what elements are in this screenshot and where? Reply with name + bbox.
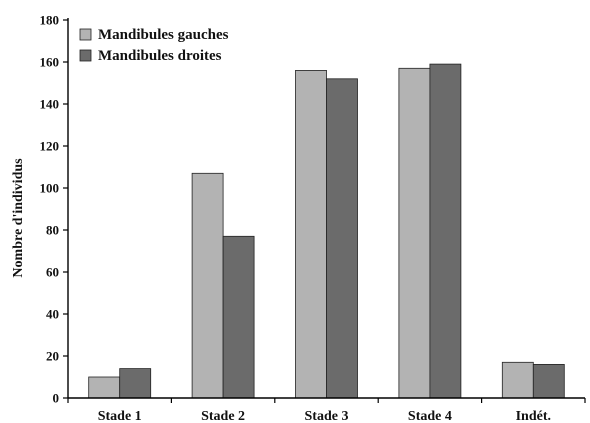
axes: [67, 18, 586, 403]
y-tick-label: 100: [40, 181, 60, 196]
legend-label: Mandibules droites: [98, 48, 222, 64]
y-tick-label: 40: [46, 307, 59, 322]
y-axis-title: Nombre d'individus: [11, 158, 26, 278]
x-category-label: Stade 4: [408, 409, 452, 423]
y-tick-label: 0: [53, 391, 60, 406]
bar-gauches: [88, 376, 121, 399]
x-category-label: Stade 1: [98, 409, 142, 423]
bar-gauches: [295, 70, 327, 399]
bar-series-group: [88, 63, 565, 399]
y-tick-label: 180: [40, 13, 60, 28]
bar-gauches: [501, 361, 534, 399]
bar-droites: [326, 78, 358, 399]
y-tick-label: 80: [46, 223, 59, 238]
y-tick-label: 140: [40, 97, 60, 112]
bar-droites: [119, 368, 152, 399]
x-category-label: Stade 3: [305, 409, 349, 423]
y-tick-label: 60: [46, 265, 59, 280]
bar-droites: [222, 235, 255, 399]
x-category-label: Stade 2: [201, 409, 245, 423]
y-axis-ticks: 0 20 40 60 80 100 120 140 160 180: [40, 13, 68, 406]
legend-swatch: [79, 28, 92, 41]
legend-swatch: [79, 49, 92, 62]
y-tick-label: 20: [46, 349, 59, 364]
bar-droites: [429, 63, 462, 399]
y-tick-label: 160: [40, 55, 60, 70]
legend: Mandibules gauches Mandibules droites: [79, 27, 229, 64]
legend-label: Mandibules gauches: [98, 27, 229, 43]
bar-gauches: [398, 67, 431, 399]
x-category-label: Indét.: [516, 409, 551, 423]
bar-gauches: [191, 172, 224, 399]
bar-droites: [532, 363, 565, 399]
x-axis-labels: Stade 1 Stade 2 Stade 3 Stade 4 Indét.: [98, 409, 551, 423]
y-tick-label: 120: [40, 139, 60, 154]
